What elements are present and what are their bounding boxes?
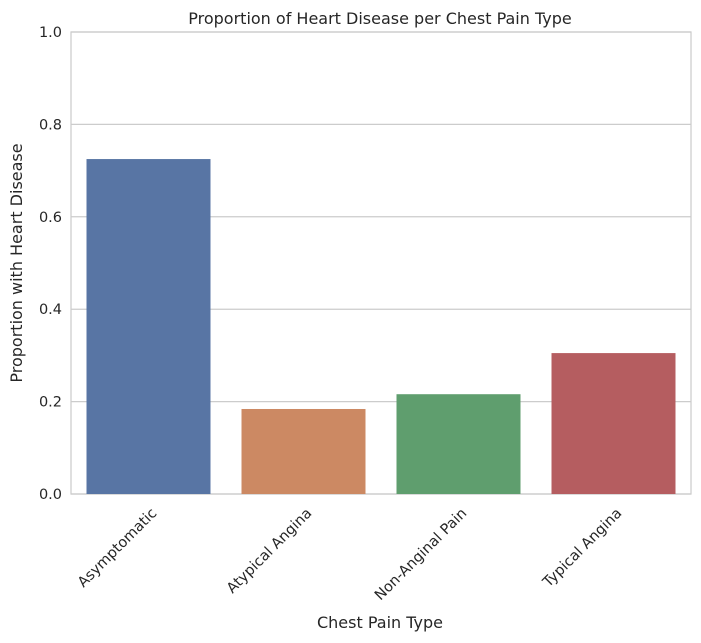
y-axis-ticks: 0.0 0.2 0.4 0.6 0.8 1.0	[39, 25, 62, 503]
chart-title: Proportion of Heart Disease per Chest Pa…	[188, 9, 571, 28]
y-tick-label: 0.2	[39, 395, 62, 411]
bars	[86, 159, 676, 495]
x-axis-ticks: Asymptomatic Atypical Angina Non-Anginal P…	[75, 505, 625, 603]
x-axis-title: Chest Pain Type	[317, 613, 443, 632]
y-tick-label: 0.6	[39, 210, 62, 226]
bar-typical-angina	[551, 353, 676, 494]
y-tick-label: 0.0	[39, 487, 62, 503]
y-axis-title: Proportion with Heart Disease	[7, 143, 26, 382]
x-tick-label: Non-Anginal Pain	[372, 506, 470, 604]
bar-non-anginal-pain	[396, 394, 521, 494]
x-tick-label: Asymptomatic	[75, 505, 160, 590]
bar-atypical-angina	[241, 408, 366, 494]
y-tick-label: 1.0	[39, 25, 62, 41]
x-tick-label: Typical Angina	[540, 506, 626, 592]
y-tick-label: 0.4	[39, 302, 62, 318]
bar-asymptomatic	[86, 159, 211, 495]
y-tick-label: 0.8	[39, 117, 62, 133]
x-tick-label: Atypical Angina	[224, 506, 315, 597]
